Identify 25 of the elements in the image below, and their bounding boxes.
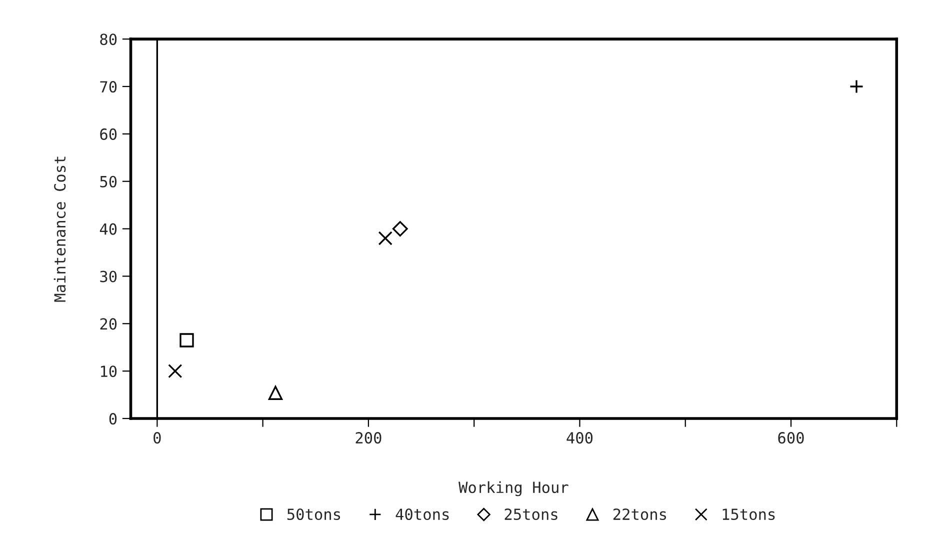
legend-label: 50tons — [287, 508, 340, 520]
y-tick-label: 0 — [109, 413, 117, 425]
y-tick-label: 20 — [100, 318, 117, 330]
x-tick-label: 200 — [356, 432, 382, 444]
point — [180, 333, 194, 348]
x-tick-label: 400 — [566, 432, 593, 444]
legend-label: 40tons — [396, 508, 449, 520]
y-tick-label: 10 — [101, 366, 117, 378]
y-axis-title: Maintenance Cost — [54, 156, 66, 302]
y-tick-label: 70 — [100, 80, 117, 93]
x-tick-label: 600 — [778, 432, 804, 444]
legend-label: 25tons — [504, 508, 558, 520]
y-tick-label: 50 — [100, 176, 117, 188]
y-tick-label: 40 — [100, 223, 117, 235]
y-tick-label: 30 — [100, 270, 117, 282]
point — [378, 231, 392, 246]
x-tick-label: 0 — [154, 432, 161, 444]
point — [168, 364, 182, 378]
legend-label: 15tons — [722, 508, 775, 520]
point — [392, 221, 408, 236]
y-tick-label: 60 — [100, 128, 117, 140]
point — [268, 386, 283, 400]
x-axis-title: Working Hour — [458, 481, 568, 496]
y-tick-label: 80 — [100, 34, 117, 46]
legend-label: 22tons — [613, 508, 666, 520]
